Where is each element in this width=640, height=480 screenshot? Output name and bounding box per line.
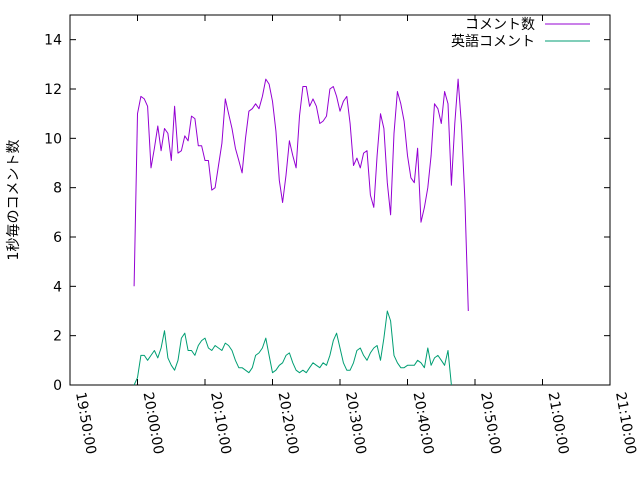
- series-line-2: [133, 310, 452, 386]
- y-tick-label: 6: [53, 230, 62, 246]
- x-tick-label: 20:50:00: [477, 391, 504, 456]
- x-tick-label: 20:40:00: [410, 391, 437, 456]
- x-tick-label: 19:50:00: [72, 391, 99, 456]
- x-tick-label: 20:10:00: [207, 391, 234, 456]
- x-tick-label: 20:30:00: [342, 391, 369, 456]
- series-line-1: [133, 78, 469, 312]
- y-tick-label: 8: [53, 181, 62, 197]
- x-tick-label: 20:00:00: [140, 391, 167, 456]
- y-tick-label: 14: [44, 33, 62, 49]
- x-tick-label: 21:00:00: [545, 391, 572, 456]
- series-lines: [133, 78, 469, 386]
- plot-border: [69, 14, 611, 386]
- y-tick-label: 12: [44, 82, 62, 98]
- x-axis: 19:50:00 20:00:00 20:10:00 20:20:00 20:30:00…: [69, 15, 639, 456]
- x-tick-label: 21:10:00: [612, 391, 639, 456]
- y-tick-label: 2: [53, 329, 62, 345]
- y-axis: 0 2 4 6 8 10 12 14: [44, 33, 610, 394]
- y-tick-label: 0: [53, 378, 62, 394]
- y-axis-title: 1秒毎のコメント数: [6, 140, 22, 261]
- legend-label-1: コメント数: [465, 17, 535, 33]
- plot-frame: [69, 14, 611, 386]
- x-tick-label: 20:20:00: [275, 391, 302, 456]
- y-tick-label: 4: [53, 279, 62, 295]
- y-tick-label: 10: [44, 131, 62, 147]
- legend-label-2: 英語コメント: [451, 33, 535, 50]
